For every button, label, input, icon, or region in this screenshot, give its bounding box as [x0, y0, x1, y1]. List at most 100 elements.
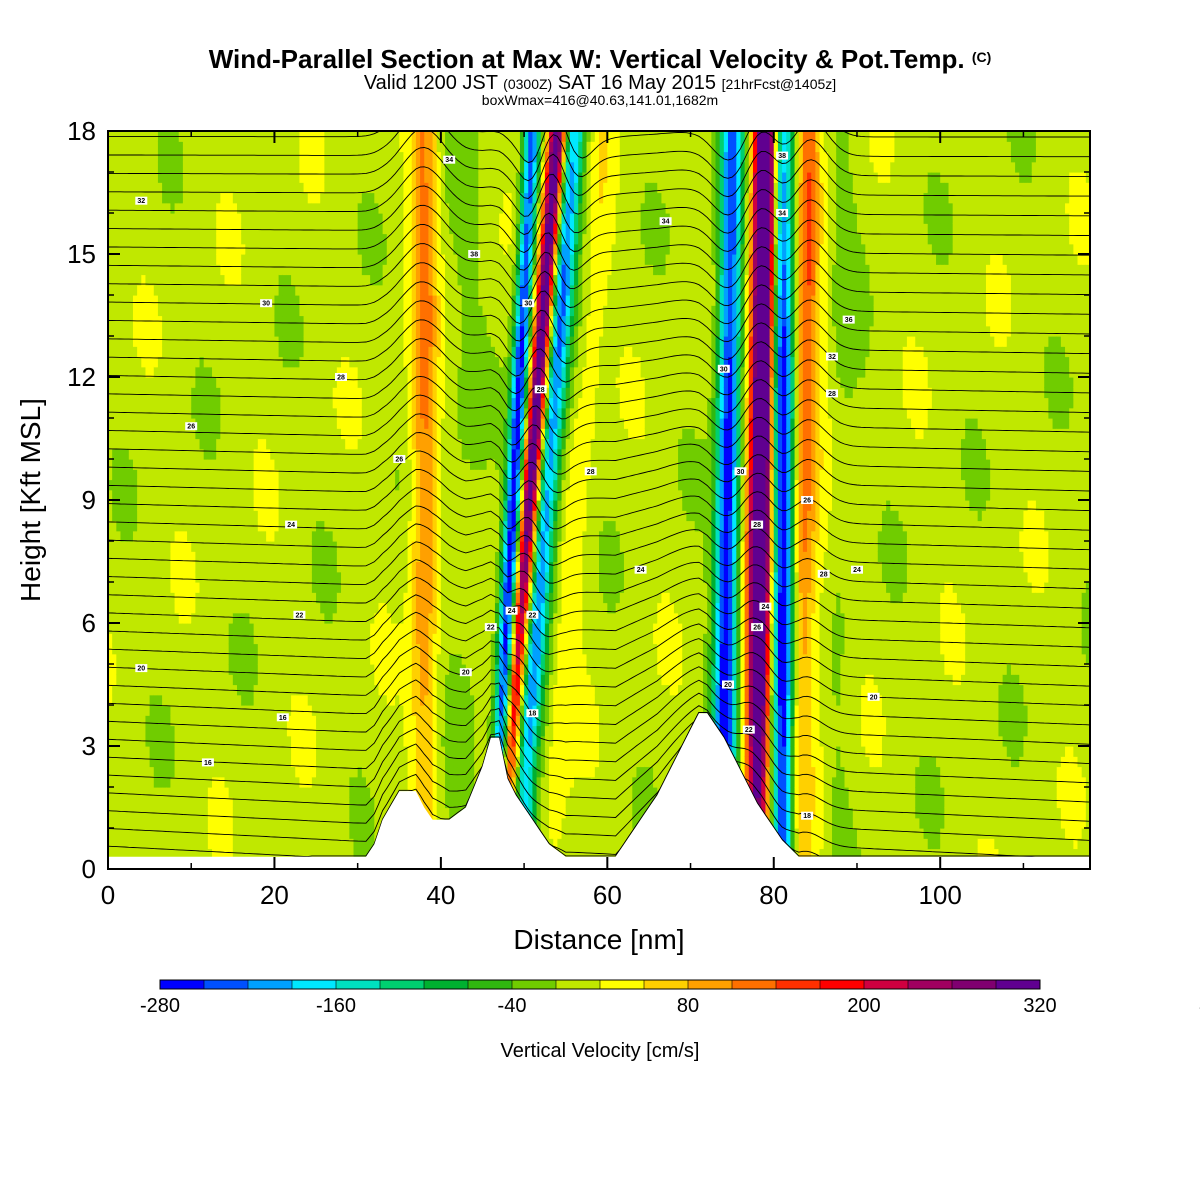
velocity-cell: [236, 295, 242, 306]
velocity-cell: [303, 305, 309, 317]
velocity-cell: [295, 448, 301, 460]
velocity-cell: [257, 715, 263, 727]
velocity-cell: [241, 213, 246, 224]
velocity-cell: [157, 582, 163, 593]
velocity-cell: [370, 161, 375, 173]
velocity-cell: [299, 705, 305, 716]
velocity-cell: [199, 141, 205, 153]
velocity-cell: [349, 602, 355, 614]
velocity-cell: [128, 161, 134, 173]
velocity-cell: [311, 735, 317, 747]
velocity-cell: [295, 233, 301, 245]
velocity-cell: [390, 172, 396, 183]
velocity-cell: [341, 274, 346, 286]
velocity-cell: [149, 295, 155, 306]
velocity-cell: [195, 366, 201, 378]
velocity-cell: [170, 366, 176, 378]
velocity-cell: [332, 141, 338, 153]
velocity-cell: [203, 807, 209, 819]
velocity-cell: [365, 664, 371, 675]
velocity-cell: [170, 346, 176, 358]
velocity-cell: [390, 254, 396, 265]
velocity-cell: [278, 735, 284, 747]
velocity-cell: [116, 469, 122, 481]
velocity-cell: [361, 633, 367, 645]
velocity-cell: [320, 459, 325, 470]
velocity-cell: [270, 141, 276, 153]
velocity-cell: [191, 664, 196, 675]
velocity-cell: [390, 766, 396, 778]
velocity-cell: [278, 561, 284, 573]
velocity-cell: [361, 848, 367, 860]
velocity-cell: [332, 776, 338, 788]
velocity-cell: [199, 295, 205, 306]
velocity-cell: [303, 428, 309, 440]
velocity-cell: [236, 561, 242, 573]
velocity-cell: [357, 192, 363, 204]
velocity-cell: [182, 202, 188, 214]
velocity-cell: [216, 520, 221, 532]
velocity-cell: [207, 674, 213, 686]
velocity-cell: [357, 141, 363, 153]
velocity-cell: [328, 438, 334, 450]
velocity-cell: [257, 541, 263, 552]
velocity-cell: [328, 315, 334, 327]
velocity-cell: [291, 151, 296, 163]
velocity-cell: [178, 397, 184, 409]
velocity-cell: [162, 366, 167, 378]
velocity-cell: [295, 459, 301, 470]
velocity-cell: [241, 725, 246, 737]
velocity-cell: [191, 541, 196, 552]
velocity-cell: [282, 172, 288, 183]
velocity-cell: [390, 674, 396, 686]
velocity-cell: [291, 746, 296, 757]
velocity-cell: [187, 407, 192, 419]
velocity-cell: [207, 633, 213, 645]
velocity-cell: [370, 500, 375, 511]
velocity-cell: [307, 366, 313, 378]
velocity-cell: [187, 633, 192, 645]
velocity-cell: [332, 346, 338, 358]
velocity-cell: [141, 500, 147, 511]
velocity-cell: [303, 172, 309, 183]
velocity-cell: [324, 735, 330, 747]
velocity-cell: [195, 202, 201, 214]
velocity-cell: [207, 243, 213, 255]
velocity-cell: [378, 510, 384, 522]
velocity-cell: [191, 643, 196, 655]
velocity-cell: [286, 366, 292, 378]
velocity-cell: [353, 725, 359, 737]
velocity-cell: [203, 172, 209, 183]
velocity-cell: [320, 592, 325, 604]
velocity-cell: [157, 469, 163, 481]
velocity-cell: [328, 377, 334, 388]
velocity-cell: [365, 407, 371, 419]
velocity-cell: [349, 510, 355, 522]
velocity-cell: [349, 315, 355, 327]
velocity-cell: [228, 530, 234, 542]
velocity-cell: [137, 766, 142, 778]
velocity-cell: [216, 274, 221, 286]
velocity-cell: [299, 387, 305, 399]
velocity-cell: [166, 571, 172, 583]
velocity-cell: [182, 643, 188, 655]
velocity-cell: [332, 653, 338, 665]
velocity-cell: [195, 346, 201, 358]
velocity-cell: [137, 172, 142, 183]
velocity-cell: [207, 213, 213, 224]
velocity-cell: [187, 838, 192, 850]
velocity-cell: [207, 746, 213, 757]
velocity-cell: [257, 561, 263, 573]
velocity-cell: [295, 469, 301, 481]
velocity-cell: [299, 448, 305, 460]
velocity-cell: [157, 233, 163, 245]
velocity-cell: [228, 254, 234, 265]
velocity-cell: [257, 151, 263, 163]
velocity-cell: [378, 530, 384, 542]
velocity-cell: [286, 315, 292, 327]
velocity-cell: [374, 202, 380, 214]
velocity-cell: [149, 336, 155, 347]
velocity-cell: [212, 571, 217, 583]
velocity-cell: [157, 336, 163, 347]
velocity-cell: [270, 500, 276, 511]
